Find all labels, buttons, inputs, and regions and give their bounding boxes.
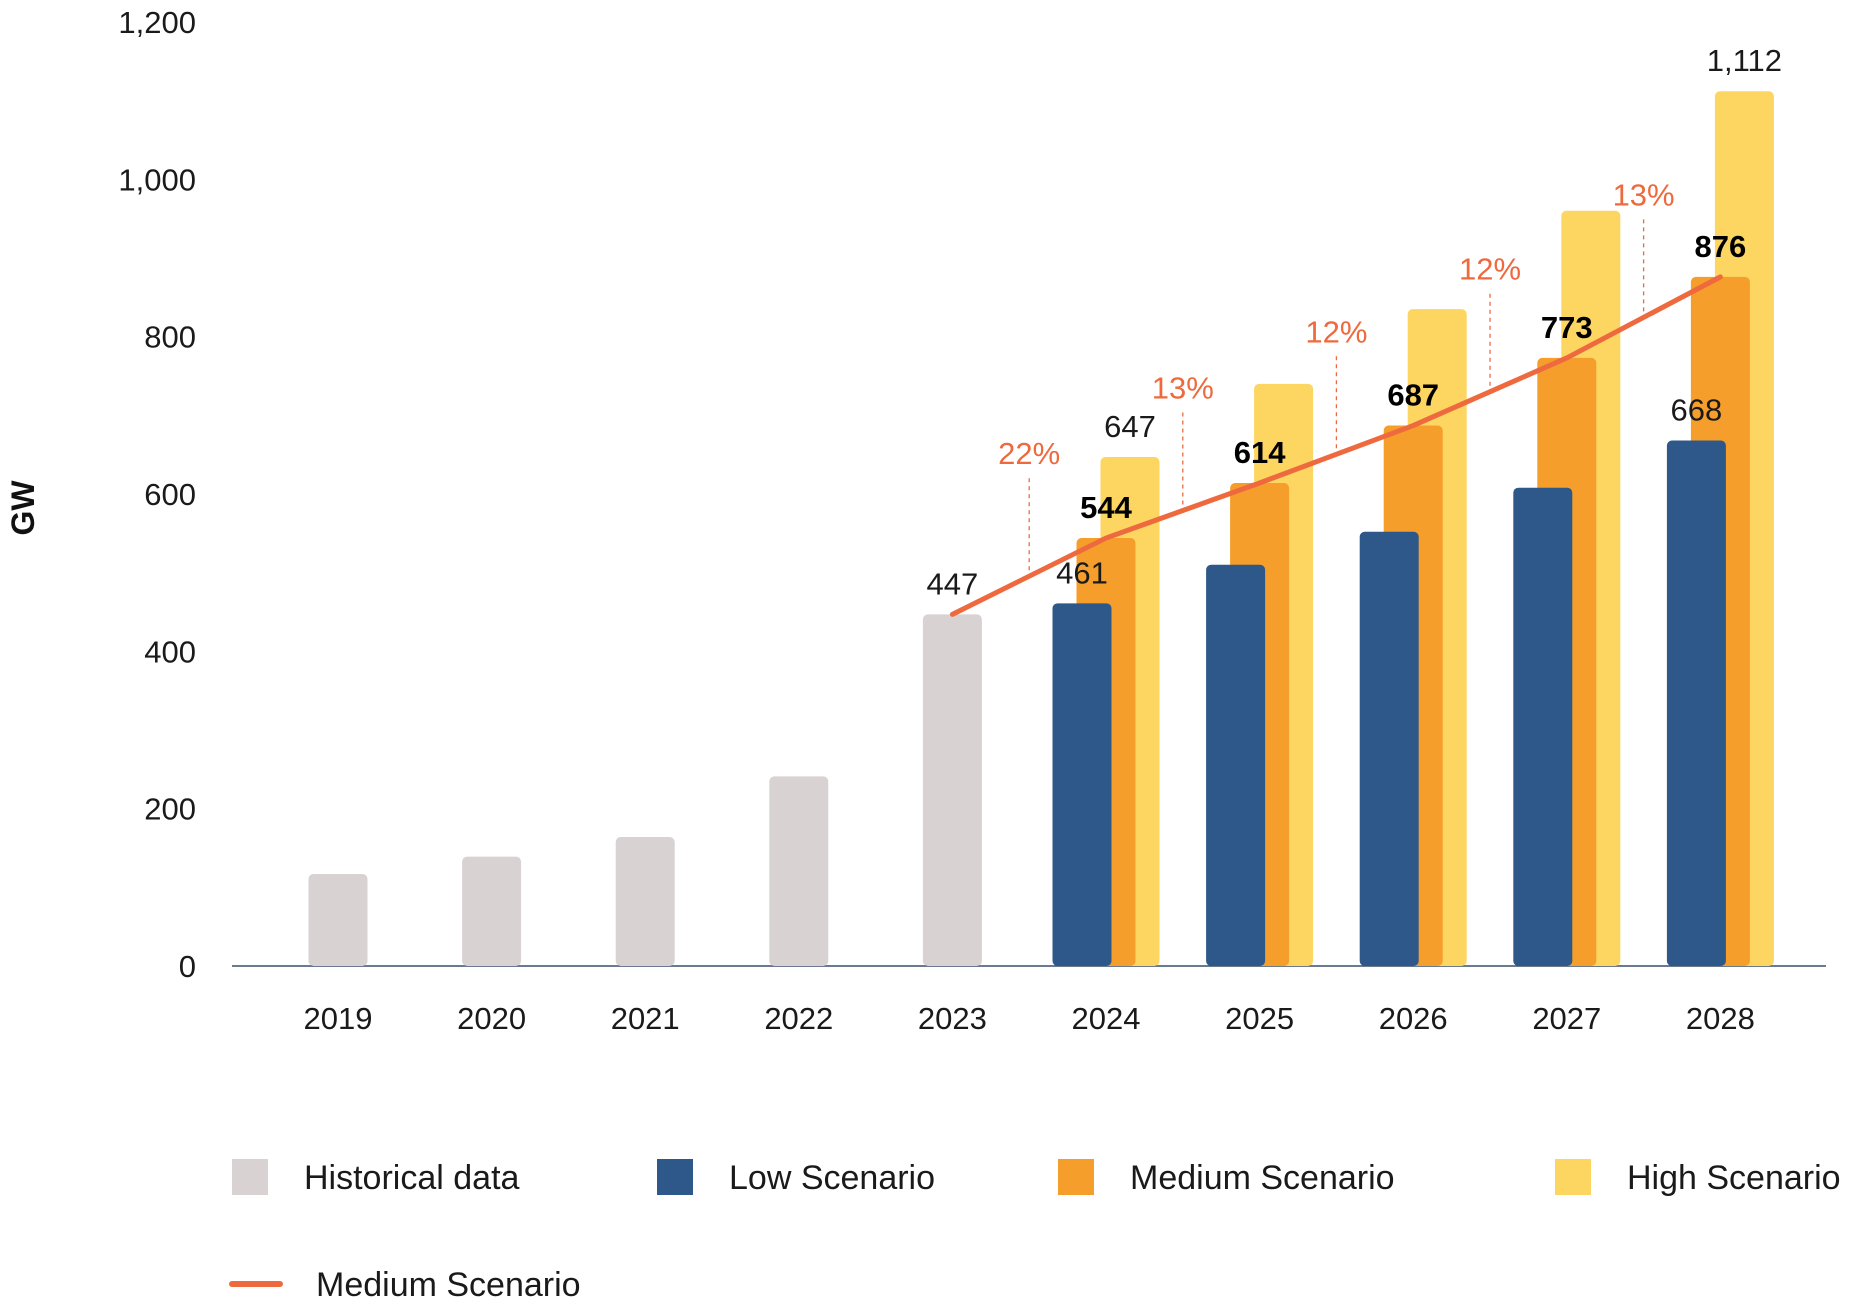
legend-label: Medium Scenario — [316, 1266, 581, 1304]
legend-label: High Scenario — [1627, 1159, 1841, 1197]
legend-swatch — [1555, 1159, 1591, 1195]
x-tick-label: 2028 — [1686, 1001, 1755, 1036]
x-tick-label: 2021 — [611, 1001, 680, 1036]
data-label-medium-scenario: 773 — [1541, 310, 1593, 345]
legend: Historical data Low Scenario Medium Scenar… — [229, 1159, 1841, 1304]
legend-swatch — [232, 1159, 268, 1195]
y-tick-label: 1,000 — [118, 162, 196, 197]
bar-low-scenario — [1206, 564, 1266, 966]
legend-label: Low Scenario — [729, 1159, 935, 1197]
medium-scenario-line — [949, 274, 1723, 617]
y-tick-label: 600 — [144, 477, 196, 512]
bar-historical — [922, 614, 982, 966]
data-label-medium-scenario: 876 — [1695, 229, 1747, 264]
y-tick-label: 200 — [144, 792, 196, 827]
bar-low-scenario — [1666, 440, 1726, 966]
data-label-high-scenario: 1,112 — [1707, 43, 1782, 78]
x-tick-label: 2022 — [764, 1001, 833, 1036]
data-label-high-scenario: 647 — [1104, 409, 1156, 444]
bar-historical — [615, 836, 675, 966]
growth-rate-label: 12% — [1459, 252, 1521, 287]
x-tick-label: 2026 — [1379, 1001, 1448, 1036]
y-tick-label: 800 — [144, 320, 196, 355]
medium-scenario-trend-line — [949, 274, 1723, 617]
x-tick-label: 2023 — [918, 1001, 987, 1036]
x-tick-label: 2019 — [304, 1001, 373, 1036]
bar-low-scenario — [1359, 531, 1419, 966]
bar-low-scenario — [1052, 603, 1112, 966]
x-tick-label: 2024 — [1072, 1001, 1141, 1036]
y-tick-label: 400 — [144, 634, 196, 669]
bar-low-scenario — [1513, 487, 1573, 966]
x-tick-label: 2020 — [457, 1001, 526, 1036]
data-label-low-scenario: 668 — [1671, 393, 1723, 428]
growth-rate-label: 12% — [1305, 314, 1367, 349]
data-label-low-scenario: 461 — [1056, 555, 1108, 590]
legend-label: Historical data — [304, 1159, 520, 1197]
growth-rate-label: 13% — [1152, 371, 1214, 406]
bar-historical — [769, 776, 829, 966]
y-axis-label: GW — [5, 480, 41, 536]
data-label-medium-scenario: 544 — [1080, 490, 1132, 525]
data-label-medium-scenario: 614 — [1234, 435, 1286, 470]
bar-historical — [462, 856, 522, 966]
growth-rate-label: 22% — [998, 436, 1060, 471]
legend-swatch — [1058, 1159, 1094, 1195]
data-label-medium-scenario: 687 — [1387, 378, 1439, 413]
bar-historical — [308, 873, 368, 966]
growth-guides — [1028, 219, 1645, 577]
x-tick-label: 2025 — [1225, 1001, 1294, 1036]
legend-label: Medium Scenario — [1130, 1159, 1395, 1197]
legend-swatch — [657, 1159, 693, 1195]
data-labels: 22% 13% 12% 12% 13% 447 461 544 647 614 687 773 668 8… — [927, 43, 1783, 601]
data-label-historical: 447 — [927, 566, 979, 601]
growth-rate-label: 13% — [1613, 177, 1675, 212]
bars — [308, 91, 1774, 967]
x-tick-label: 2027 — [1532, 1001, 1601, 1036]
y-tick-label: 1,200 — [118, 5, 196, 40]
y-tick-label: 0 — [179, 949, 196, 984]
